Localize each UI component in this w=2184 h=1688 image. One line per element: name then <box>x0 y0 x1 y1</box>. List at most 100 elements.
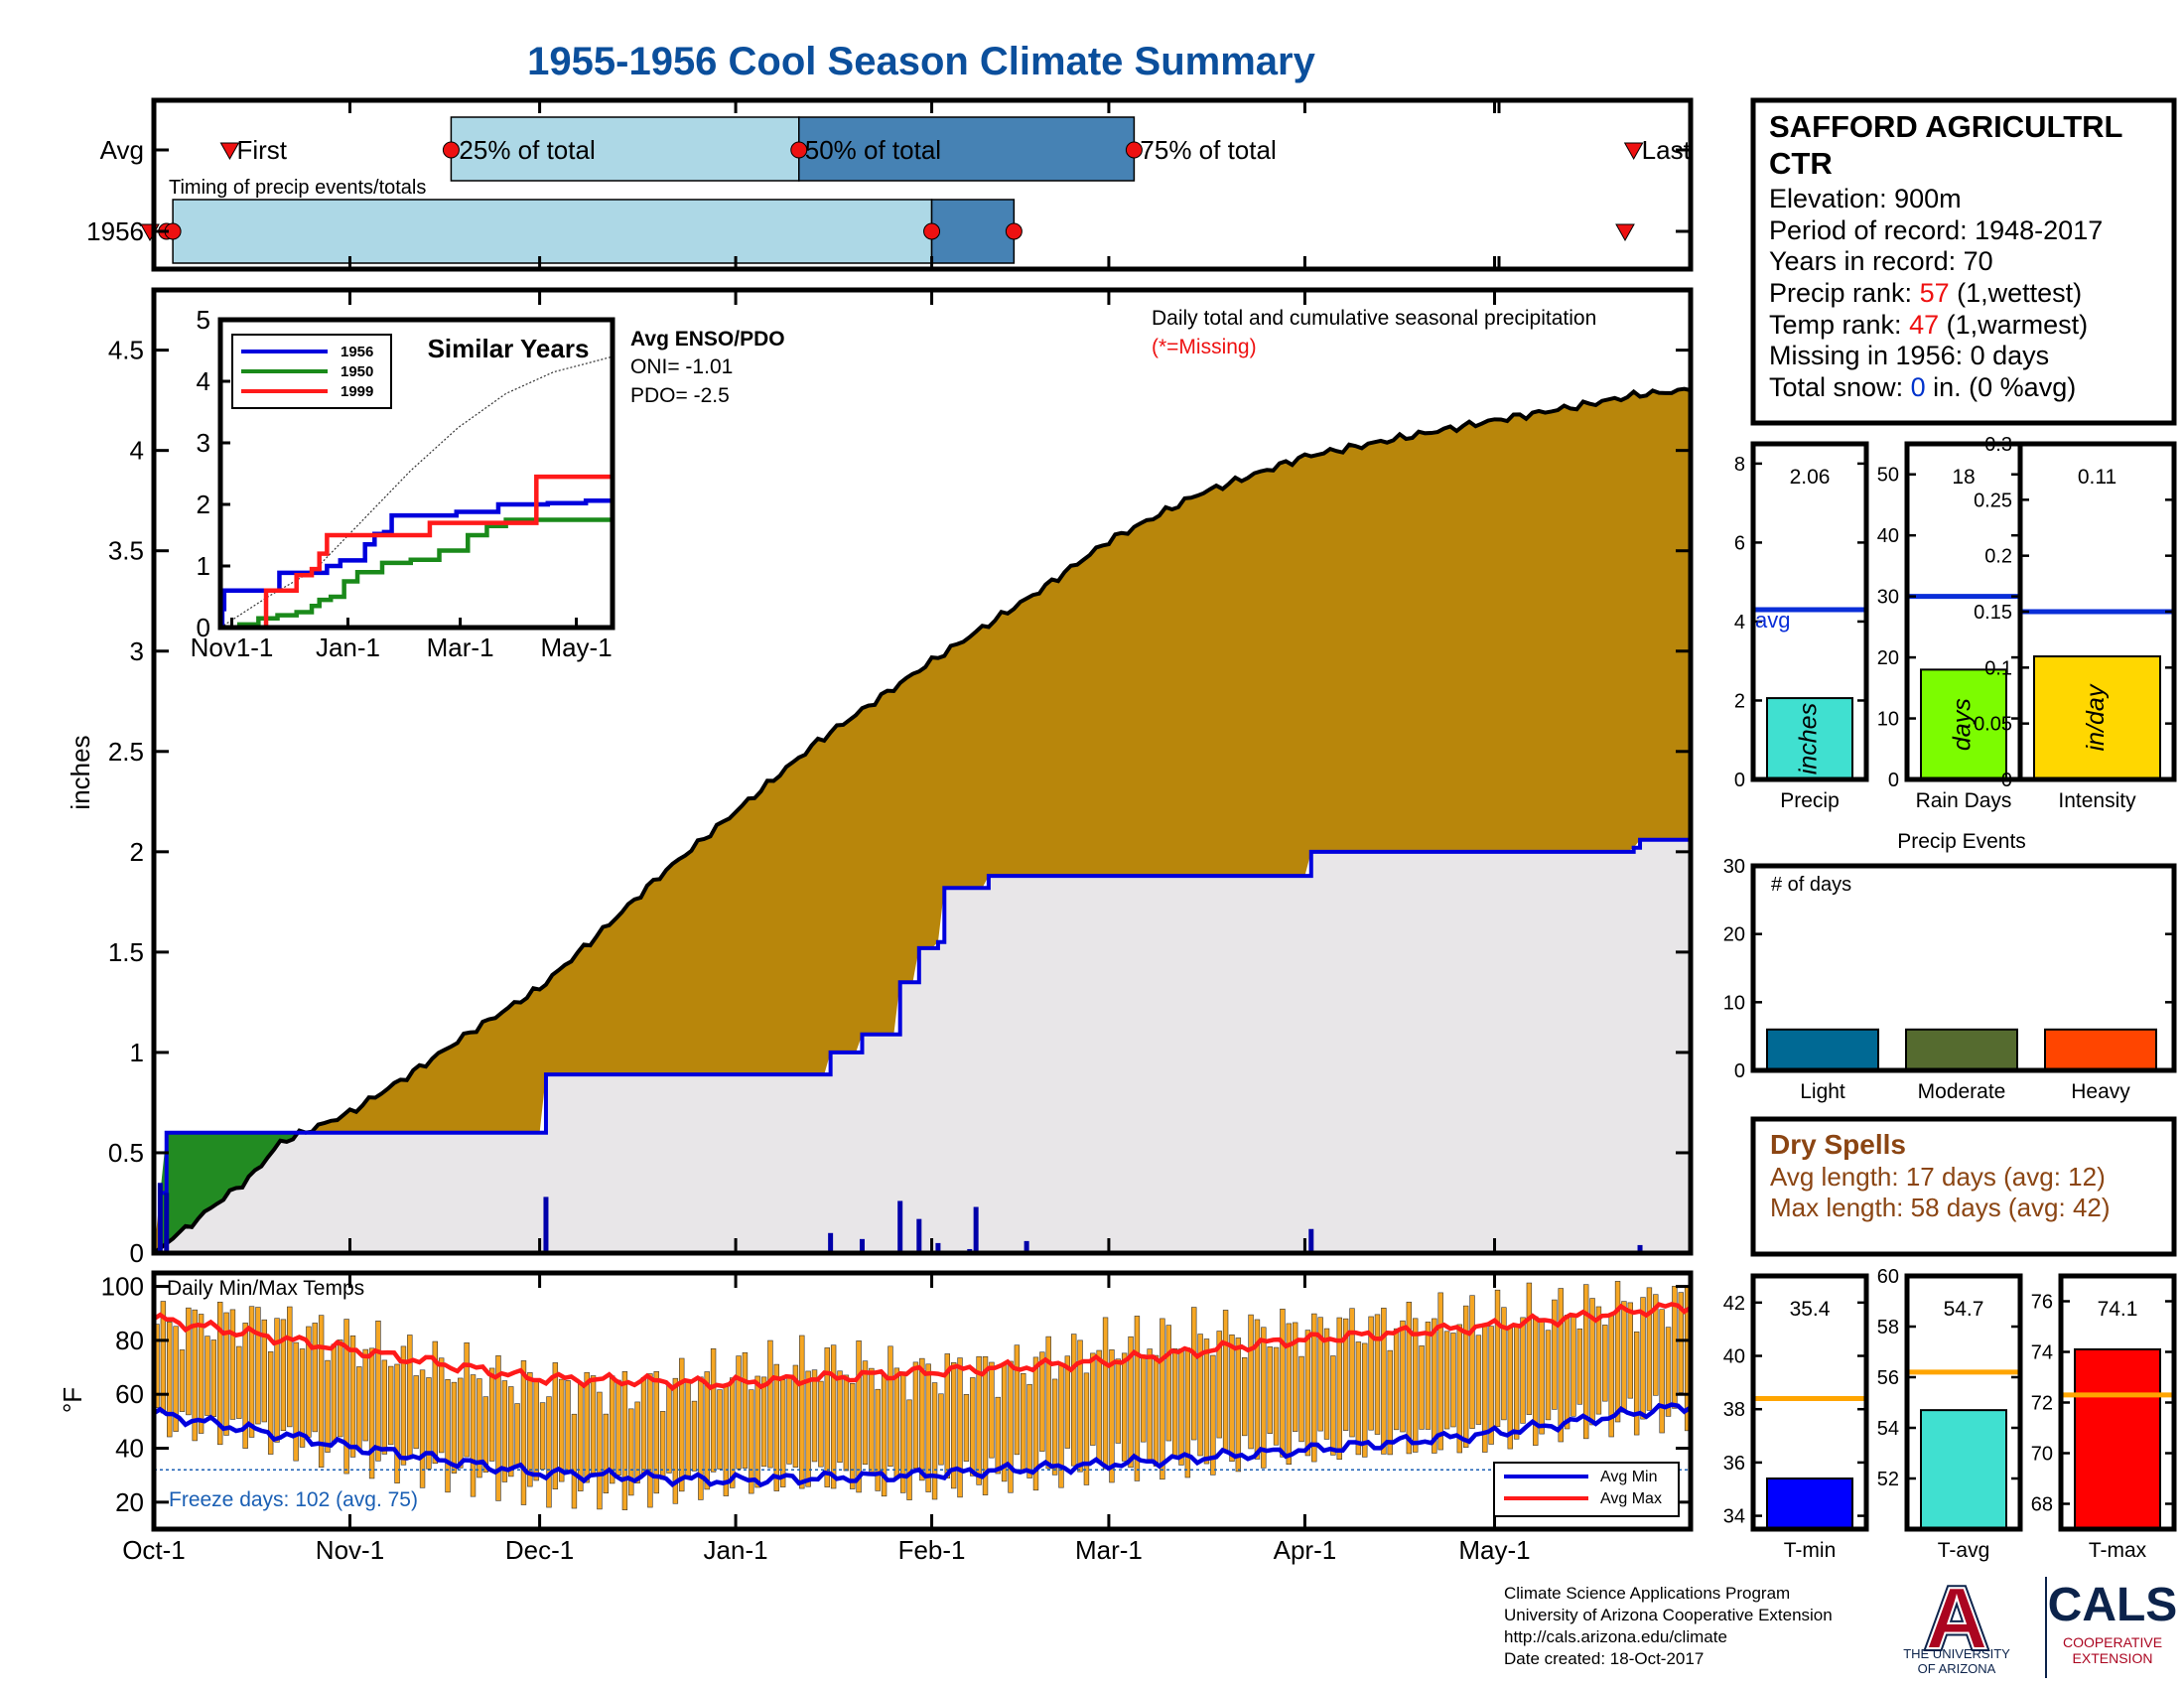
daily-temp-bar <box>331 1343 338 1445</box>
timing-caption: Timing of precip events/totals <box>169 177 426 199</box>
dry-spells-box: Dry Spells Avg length: 17 days (avg: 12)… <box>1750 1116 2177 1257</box>
timing-last-label: Last <box>1642 135 1692 165</box>
intensity-stat-label: Intensity <box>2058 789 2136 812</box>
ua-logo-letter-outline: A <box>1925 1569 1988 1667</box>
similar-years-frame <box>217 317 615 631</box>
tmax-stat-tick-label: 74 <box>2031 1342 2053 1364</box>
legend-label-1950: 1950 <box>341 363 373 380</box>
temperature-caption: Daily Min/Max Temps <box>167 1277 364 1300</box>
daily-temp-bar <box>1216 1331 1222 1439</box>
daily-temp-bar <box>786 1376 792 1465</box>
daily-temp-bar <box>805 1370 811 1487</box>
similar-years-inset: 0 1 2 3 4 5 Nov1-1 Jan-1 Mar-1 May-1 Similar Year… <box>191 305 615 662</box>
precip-events-frame <box>1750 863 2177 1073</box>
timing-panel: Avg 1956 Timing of precip events/totals … <box>86 97 1694 272</box>
daily-temp-bar <box>236 1345 242 1419</box>
precip-caption: Daily total and cumulative seasonal prec… <box>1152 307 1596 330</box>
temperature-legend: Avg Min Avg Max <box>1493 1462 1680 1517</box>
tmin-stat-frame <box>1750 1273 1869 1532</box>
daily-temp-bar <box>438 1357 445 1454</box>
daily-temp-bar <box>754 1375 760 1488</box>
daily-temp-bar <box>1400 1320 1406 1433</box>
daily-temp-bar <box>609 1375 615 1484</box>
daily-temp-bar <box>615 1379 621 1476</box>
daily-temp-bar <box>919 1357 925 1481</box>
daily-temp-bar <box>970 1377 976 1477</box>
daily-temp-bar <box>426 1377 432 1470</box>
freeze-days-note: Freeze days: 102 (avg. 75) <box>169 1488 418 1511</box>
temp-y-tick-label: 20 <box>115 1487 144 1517</box>
daily-temp-bar <box>1443 1331 1450 1430</box>
daily-temp-bar <box>1292 1322 1298 1432</box>
daily-temp-bar <box>482 1396 488 1473</box>
daily-temp-bar <box>1374 1314 1381 1435</box>
daily-temp-bar <box>698 1376 704 1500</box>
precip-events-bar-moderate <box>1905 1028 2018 1072</box>
station-years: Years in record: 70 <box>1769 246 1993 276</box>
tmin-stat: 34 36 38 40 42 35.4 T-min <box>1723 1273 1869 1562</box>
pdo-value: PDO= -2.5 <box>630 384 730 407</box>
daily-temp-bar <box>432 1340 438 1465</box>
precip-events-category-label: Light <box>1800 1080 1845 1103</box>
precip-events-tick-label: 10 <box>1723 992 1745 1014</box>
daily-temp-bar <box>1077 1339 1083 1473</box>
precip-y-tick-label: 2 <box>130 837 144 867</box>
temp-y-tick-label: 40 <box>115 1434 144 1464</box>
daily-temp-bar <box>274 1318 280 1443</box>
daily-temp-bar <box>850 1383 856 1489</box>
daily-temp-bar <box>1614 1281 1621 1423</box>
daily-temp-bar <box>495 1355 501 1501</box>
daily-temp-bar <box>779 1379 786 1487</box>
daily-temp-bar <box>343 1319 349 1475</box>
daily-temp-bar <box>736 1355 742 1470</box>
daily-temp-bar <box>419 1369 426 1488</box>
daily-temp-bar <box>1032 1356 1039 1491</box>
raindays-stat-tick-label: 30 <box>1877 587 1899 609</box>
enso-title: Avg ENSO/PDO <box>630 328 785 351</box>
similar-series-1999 <box>220 474 613 631</box>
precip-y-tick-label: 0 <box>130 1238 144 1268</box>
precip-stat-tick-label: 4 <box>1734 612 1745 633</box>
timing-p75-label: 75% of total <box>1140 135 1276 165</box>
daily-temp-bar <box>597 1391 603 1510</box>
daily-precip-bar <box>935 1242 941 1253</box>
tavg-stat-tick-label: 52 <box>1877 1469 1899 1490</box>
precip-events-category-label: Heavy <box>2071 1080 2130 1103</box>
precip-frame <box>151 287 1694 1256</box>
daily-temp-bar <box>368 1347 375 1479</box>
daily-temp-bar <box>413 1375 419 1450</box>
station-name-line-1: SAFFORD AGRICULTRL <box>1769 109 2122 144</box>
timing-avg-last-marker <box>1623 142 1644 161</box>
daily-temp-bar <box>1659 1309 1665 1434</box>
station-info-frame <box>1750 97 2177 426</box>
tavg-stat-tick-label: 60 <box>1877 1266 1899 1288</box>
station-period: Period of record: 1948-2017 <box>1769 215 2103 245</box>
total-snow: Total snow: 0 in. (0 %avg) <box>1769 372 2076 402</box>
daily-temp-bar <box>445 1379 451 1493</box>
daily-temp-bar <box>1595 1306 1602 1415</box>
tmin-stat-bar <box>1766 1477 1853 1530</box>
daily-temp-bar <box>1203 1338 1210 1465</box>
daily-temp-bar <box>989 1361 995 1459</box>
similar-x-tick-label: Jan-1 <box>316 633 380 662</box>
daily-temp-bar <box>210 1339 217 1417</box>
precip-y-tick-label: 1.5 <box>108 937 144 967</box>
timing-frame <box>151 97 1694 272</box>
daily-temp-bar <box>590 1375 597 1474</box>
daily-temp-bar <box>1171 1348 1178 1459</box>
daily-temp-bar <box>1627 1302 1633 1399</box>
daily-temp-bar <box>1520 1317 1526 1424</box>
daily-temp-bar <box>1229 1334 1235 1463</box>
daily-precip-bar <box>157 1183 163 1253</box>
precip-y-tick-label: 3 <box>130 636 144 666</box>
daily-temp-bar <box>571 1413 578 1509</box>
daily-temp-bar <box>546 1396 552 1508</box>
daily-temp-bar <box>1381 1308 1387 1455</box>
daily-temp-bar <box>957 1357 963 1498</box>
timing-p50-label: 50% of total <box>805 135 941 165</box>
missing-days: Missing in 1956: 0 days <box>1769 341 2049 370</box>
daily-temp-bar <box>362 1348 368 1442</box>
daily-temp-bar <box>1336 1317 1342 1461</box>
footer-line-1: Climate Science Applications Program <box>1504 1584 1790 1603</box>
station-info-box: SAFFORD AGRICULTRL CTR Elevation: 900m Pe… <box>1750 97 2177 426</box>
